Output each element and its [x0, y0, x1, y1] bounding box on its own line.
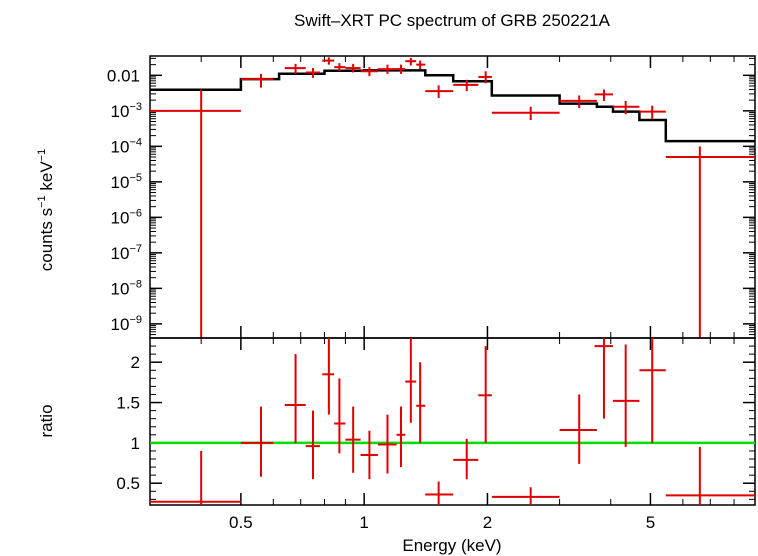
spectrum-data-point: [453, 79, 479, 92]
ratio-data-point: [559, 394, 597, 464]
ratio-data-point: [377, 414, 397, 474]
spectrum-data-point: [425, 85, 454, 98]
ratio-data-point: [284, 354, 306, 443]
spectrum-frame: [149, 55, 756, 339]
spectrum-data-point: [360, 67, 378, 77]
x-tick-label: 5: [646, 513, 655, 532]
x-tick-label: 2: [483, 513, 492, 532]
ratio-data-point: [360, 430, 378, 480]
spectrum-data-point: [478, 71, 492, 84]
ratio-panel: 0.5 1 2 5 0.5 1 1.5 2: [116, 337, 756, 532]
x-tick-label: 1: [359, 513, 368, 532]
ratio-data-point: [665, 446, 755, 505]
spectrum-data-point: [284, 63, 306, 74]
ratio-data-point: [396, 406, 406, 468]
ratio-data-point: [491, 487, 560, 505]
spectrum-data-point: [594, 89, 613, 101]
spectrum-y-tick-label: 10−6: [111, 207, 142, 227]
ratio-y-tick-label: 1.5: [116, 394, 140, 413]
spectrum-panel: 0.01 10−3 10−4 10−5 10−6 10−7 10−8 10−9: [107, 55, 756, 339]
spectrum-y-tick-label: 10−4: [111, 136, 142, 156]
ratio-data-point: [639, 338, 666, 443]
spectrum-data-point: [240, 73, 274, 88]
ratio-data-point: [612, 344, 640, 447]
spectrum-data-point: [345, 63, 361, 73]
spectrum-data-point: [665, 146, 755, 338]
ratio-data-point: [425, 481, 454, 505]
spectrum-data-point: [396, 64, 406, 74]
ratio-data-point: [150, 450, 241, 505]
spectrum-y-tick-label: 10−7: [111, 243, 142, 263]
ratio-data-point: [322, 338, 335, 415]
spectrum-y-tick-label: 10−5: [111, 172, 142, 192]
x-axis-label: Energy (keV): [402, 536, 501, 555]
spectrum-y-tick-label: 0.01: [107, 66, 140, 85]
spectrum-y-tick-label: 10−3: [111, 101, 142, 121]
ratio-data-point: [594, 338, 613, 419]
spectrum-data-point: [322, 57, 335, 65]
spectrum-data-point: [639, 105, 666, 119]
ratio-data-point: [305, 410, 320, 480]
chart-title: Swift–XRT PC spectrum of GRB 250221A: [294, 11, 611, 30]
ylabel-mid: keV: [37, 161, 56, 196]
ratio-data-point: [240, 406, 274, 477]
x-tick-label: 0.5: [229, 513, 253, 532]
spectrum-y-tick-label: 10−9: [111, 314, 142, 334]
model-step-line: [150, 69, 755, 143]
spectrum-data-point: [405, 57, 417, 66]
ratio-data-point: [478, 346, 492, 443]
spectrum-data-point: [305, 68, 320, 78]
svg-text:counts s−1 keV−1: counts s−1 keV−1: [36, 149, 56, 271]
spectrum-data-point: [150, 89, 241, 338]
spectrum-data-point: [559, 95, 597, 109]
spectrum-y-tick-label: 10−8: [111, 278, 142, 298]
ylabel-exp1: −1: [36, 195, 48, 208]
ylabel-main: counts s: [37, 208, 56, 271]
ratio-frame: [149, 337, 756, 506]
ratio-data-point: [345, 406, 361, 473]
ratio-y-tick-label: 0.5: [116, 474, 140, 493]
ratio-data-point: [405, 338, 417, 423]
ratio-data-point: [334, 378, 346, 454]
spectrum-data-point: [377, 64, 397, 74]
ratio-data-point: [416, 362, 426, 443]
spectrum-data-point: [612, 100, 640, 115]
ratio-y-axis-label: ratio: [37, 404, 56, 437]
ratio-data-point: [453, 438, 479, 480]
ratio-y-tick-label: 1: [131, 434, 140, 453]
ylabel-exp2: −1: [36, 149, 48, 162]
spectrum-data-point: [416, 60, 426, 70]
spectrum-data-point: [491, 106, 560, 121]
ratio-y-tick-label: 2: [131, 353, 140, 372]
spectrum-data-point: [334, 63, 346, 72]
spectrum-y-axis-label: counts s−1 keV−1: [36, 149, 56, 271]
